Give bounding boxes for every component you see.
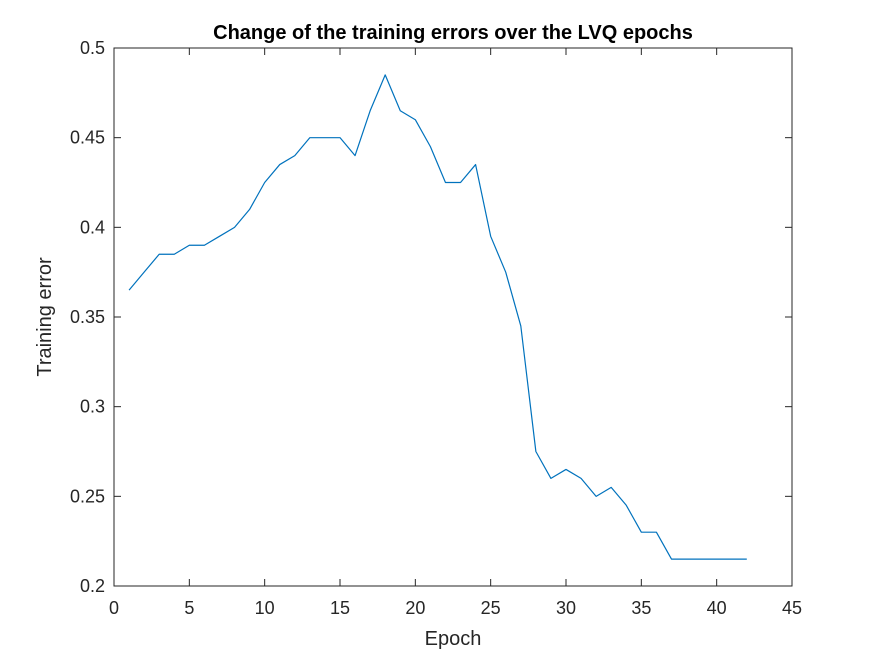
x-tick-label: 10 (255, 598, 275, 618)
x-tick-label: 35 (631, 598, 651, 618)
y-tick-label: 0.35 (70, 307, 105, 327)
plot-area (113, 47, 793, 587)
y-tick-label: 0.2 (80, 576, 105, 596)
axis-ticks (113, 47, 793, 587)
y-tick-label: 0.3 (80, 397, 105, 417)
x-tick-label: 20 (405, 598, 425, 618)
x-tick-label: 45 (782, 598, 802, 618)
x-tick-label: 5 (184, 598, 194, 618)
y-axis-label: Training error (34, 257, 56, 377)
series-line (128, 74, 747, 560)
series-group (128, 74, 747, 560)
x-tick-label: 40 (707, 598, 727, 618)
x-tick-label: 15 (330, 598, 350, 618)
chart-title: Change of the training errors over the L… (213, 22, 693, 44)
y-tick-label: 0.25 (70, 486, 105, 506)
x-tick-label: 0 (109, 598, 119, 618)
x-tick-label: 25 (481, 598, 501, 618)
x-tick-label: 30 (556, 598, 576, 618)
y-tick-label: 0.45 (70, 128, 105, 148)
x-axis-label: Epoch (425, 628, 482, 650)
y-tick-label: 0.4 (80, 217, 105, 237)
y-tick-label: 0.5 (80, 38, 105, 58)
tick-labels: 0 5 10 15 20 25 30 35 40 45 0.2 0.25 0.3 0.35 0.4 0.45 0… (70, 38, 802, 618)
